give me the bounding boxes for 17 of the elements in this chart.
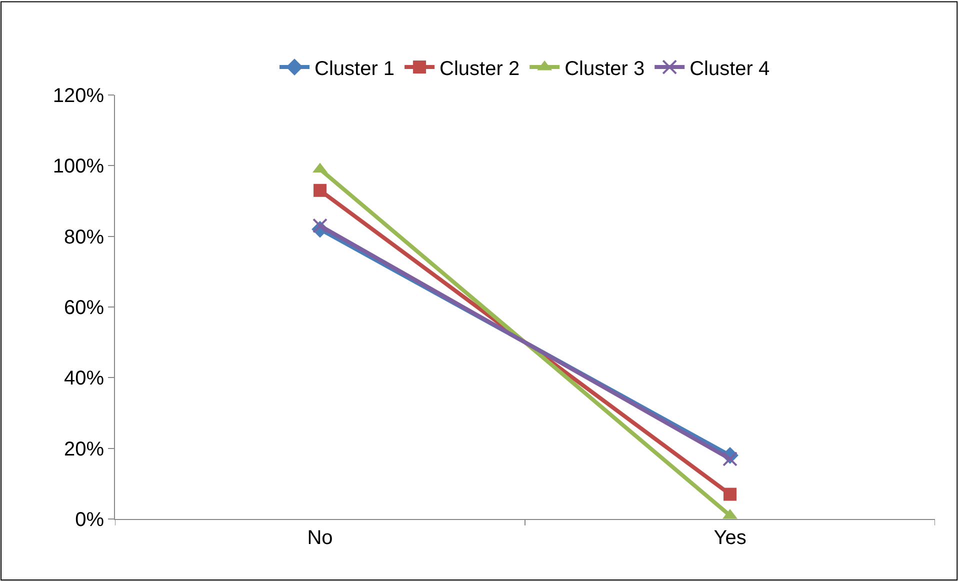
y-tick-label: 120%: [52, 85, 104, 107]
x-tick-label: Yes: [714, 527, 746, 549]
legend-label: Cluster 3: [564, 58, 645, 80]
x-tick-label: No: [307, 527, 333, 549]
point: [314, 184, 326, 197]
point: [722, 451, 738, 466]
y-tick-label: 100%: [52, 156, 104, 178]
legend-label: Cluster 2: [440, 58, 520, 80]
legend-label: Cluster 4: [690, 58, 770, 80]
y-tick-label: 40%: [64, 368, 104, 390]
legend-label: Cluster 1: [314, 58, 395, 80]
point: [724, 488, 736, 501]
y-tick-label: 80%: [64, 226, 104, 248]
y-tick-label: 60%: [64, 297, 104, 319]
point: [312, 218, 328, 234]
y-tick-label: 0%: [75, 509, 104, 531]
y-tick-label: 20%: [64, 438, 104, 460]
